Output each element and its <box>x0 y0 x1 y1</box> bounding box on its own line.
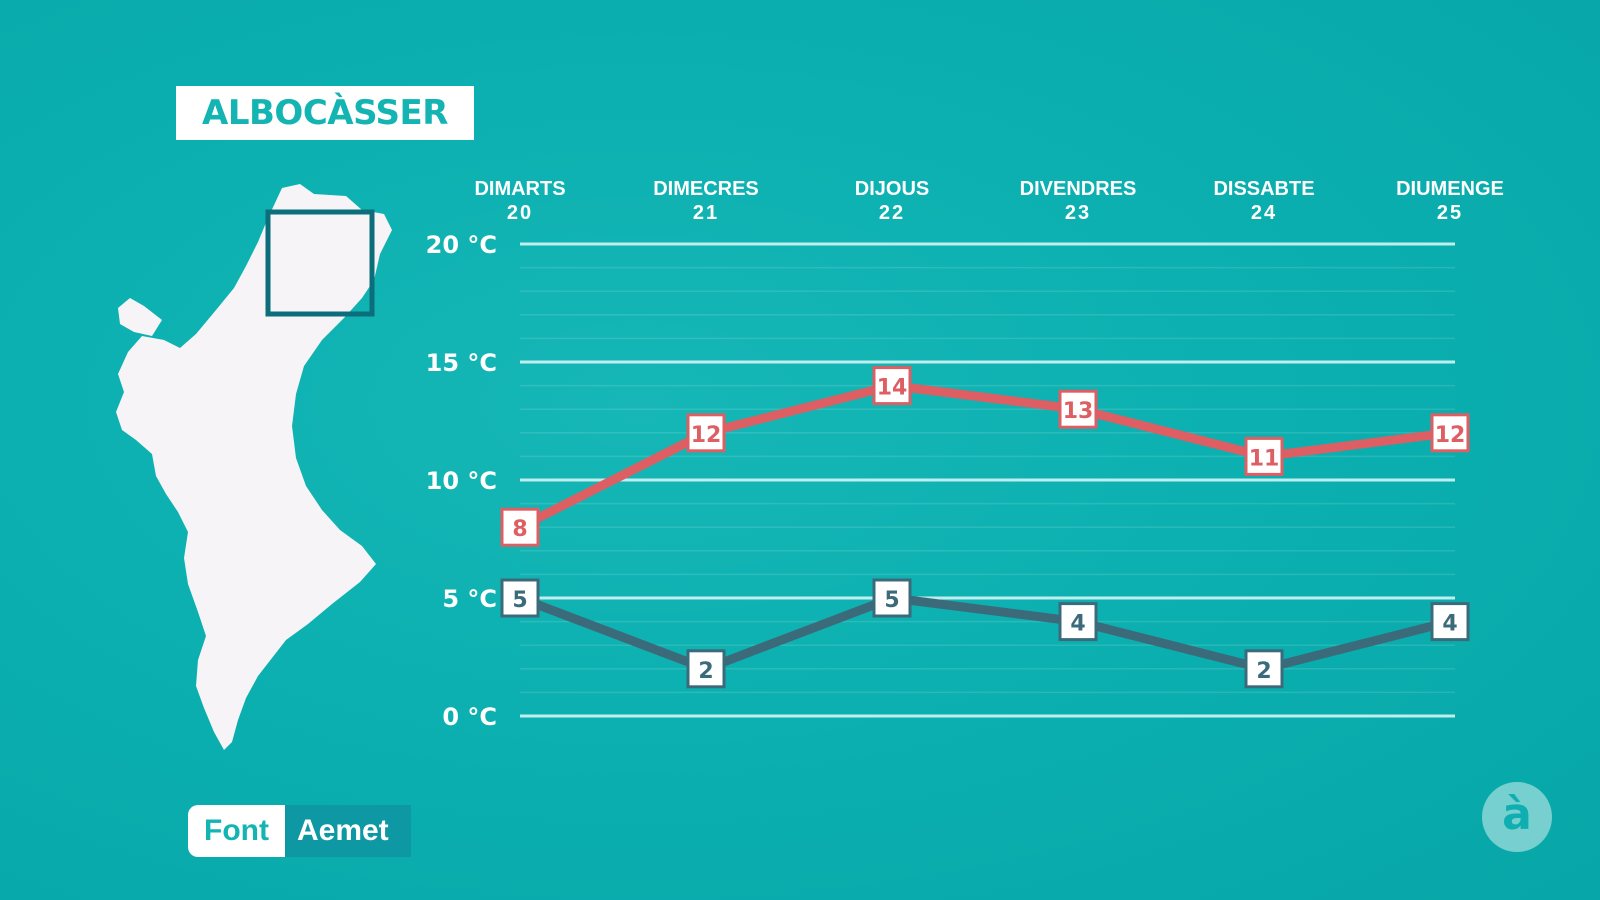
data-point-max: 12 <box>1430 413 1470 453</box>
data-label: 5 <box>512 588 527 613</box>
data-point-min: 4 <box>1058 602 1098 642</box>
series-line-min <box>515 593 1455 674</box>
x-tick-date: 20 <box>507 202 533 224</box>
y-tick-label: 15 °C <box>426 349 497 377</box>
x-tick-date: 24 <box>1251 202 1277 224</box>
data-point-max: 14 <box>872 366 912 406</box>
island-shape <box>118 298 162 336</box>
x-tick-date: 25 <box>1437 202 1463 224</box>
y-tick-label: 20 °C <box>426 231 497 259</box>
x-tick-day: DISSABTE <box>1213 178 1314 200</box>
data-point-box <box>1244 649 1284 689</box>
data-point-box <box>1430 602 1470 642</box>
data-point-box <box>500 578 540 618</box>
data-point-box <box>872 578 912 618</box>
data-label: 8 <box>512 517 527 542</box>
data-label: 12 <box>1435 423 1466 448</box>
data-point-box <box>686 413 726 453</box>
data-point-max: 11 <box>1244 436 1284 476</box>
data-point-max: 12 <box>686 413 726 453</box>
data-label: 5 <box>884 588 899 613</box>
data-point-box <box>1430 413 1470 453</box>
series-line-max <box>515 381 1455 532</box>
data-point-box <box>872 366 912 406</box>
data-label: 4 <box>1070 612 1085 637</box>
x-tick-day: DIUMENGE <box>1396 178 1504 200</box>
channel-logo-glyph: à <box>1502 788 1532 840</box>
data-label: 4 <box>1442 612 1457 637</box>
y-axis-labels: 20 °C 15 °C 10 °C 5 °C 0 °C <box>426 231 497 731</box>
data-point-max: 8 <box>500 507 540 547</box>
location-title-box: ALBOCÀSSER <box>176 86 474 140</box>
data-point-box <box>500 507 540 547</box>
y-tick-label: 0 °C <box>442 703 497 731</box>
data-label: 2 <box>1256 659 1271 684</box>
x-tick-day: DIMARTS <box>474 178 565 200</box>
x-tick-date: 21 <box>693 202 719 224</box>
source-label: Font <box>188 805 285 857</box>
x-tick-day: DIJOUS <box>855 178 929 200</box>
data-point-min: 5 <box>872 578 912 618</box>
y-tick-label: 10 °C <box>426 467 497 495</box>
data-label: 2 <box>698 659 713 684</box>
data-point-min: 2 <box>1244 649 1284 689</box>
x-tick-day: DIMECRES <box>653 178 759 200</box>
region-shape <box>116 184 392 750</box>
x-tick-date: 23 <box>1065 202 1091 224</box>
source-value: Aemet <box>284 805 411 857</box>
data-label: 14 <box>877 376 908 401</box>
data-point-box <box>1058 389 1098 429</box>
y-tick-label: 5 °C <box>442 585 497 613</box>
data-point-max: 13 <box>1058 389 1098 429</box>
chart-grid <box>520 242 1455 718</box>
data-point-min: 2 <box>686 649 726 689</box>
series-lines <box>515 381 1455 674</box>
location-highlight-box <box>265 209 375 317</box>
data-point-box <box>1058 602 1098 642</box>
x-tick-day: DIVENDRES <box>1020 178 1137 200</box>
series-markers: 8 12 14 13 11 12 5 2 5 4 2 4 <box>500 366 1470 689</box>
data-point-box <box>686 649 726 689</box>
data-label: 13 <box>1063 399 1094 424</box>
source-badge: Font Aemet <box>188 805 411 857</box>
data-label: 11 <box>1249 446 1280 471</box>
x-tick-date: 22 <box>879 202 905 224</box>
data-label: 12 <box>691 423 722 448</box>
region-map-icon <box>116 184 392 750</box>
channel-logo-icon: à <box>1482 782 1552 852</box>
data-point-box <box>1244 436 1284 476</box>
data-point-min: 4 <box>1430 602 1470 642</box>
data-point-min: 5 <box>500 578 540 618</box>
location-title: ALBOCÀSSER <box>202 93 448 133</box>
